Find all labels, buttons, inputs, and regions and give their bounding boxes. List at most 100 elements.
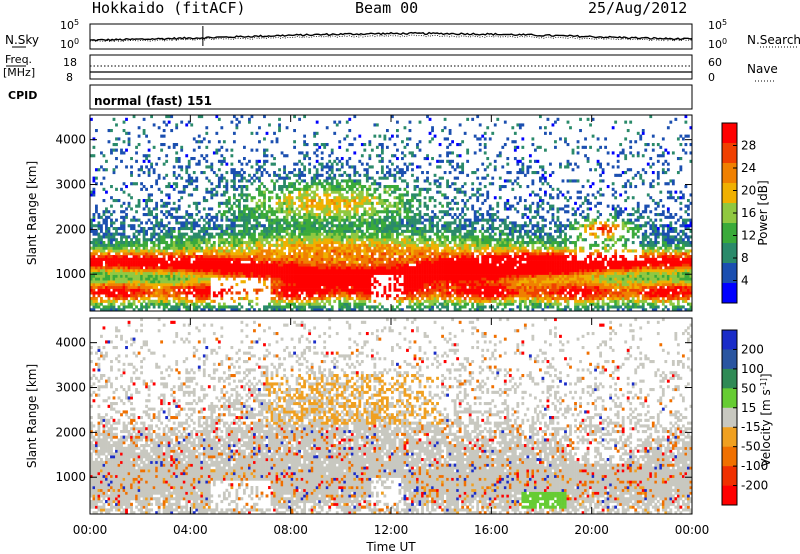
- data-cell: [107, 285, 111, 289]
- data-cell: [368, 249, 372, 253]
- data-cell: [222, 185, 226, 189]
- data-cell: [325, 162, 329, 166]
- data-cell: [375, 257, 379, 261]
- data-cell: [137, 277, 141, 281]
- data-cell: [225, 241, 229, 245]
- data-cell: [358, 283, 362, 287]
- data-cell: [421, 285, 424, 289]
- data-cell: [157, 280, 161, 284]
- data-cell: [353, 291, 357, 295]
- data-cell: [177, 266, 181, 270]
- data-cell: [175, 210, 179, 214]
- data-cell: [210, 246, 214, 250]
- data-cell: [235, 171, 239, 175]
- data-cell: [243, 232, 246, 236]
- data-cell: [117, 280, 121, 284]
- data-cell: [355, 201, 359, 205]
- data-cell: [172, 143, 176, 147]
- data-cell: [423, 274, 427, 278]
- data-cell: [100, 299, 103, 303]
- data-cell: [140, 182, 143, 186]
- data-cell: [245, 269, 249, 273]
- data-cell: [273, 288, 276, 292]
- data-cell: [180, 190, 184, 194]
- data-cell: [360, 238, 364, 242]
- data-cell: [92, 277, 96, 281]
- data-cell: [210, 243, 214, 247]
- data-cell: [235, 238, 239, 242]
- data-cell: [363, 143, 367, 147]
- data-cell: [195, 285, 199, 289]
- data-cell: [237, 257, 241, 261]
- data-cell: [393, 269, 397, 273]
- data-cell: [383, 252, 387, 256]
- data-cell: [197, 291, 201, 295]
- data-cell: [135, 210, 138, 214]
- data-cell: [345, 255, 349, 259]
- data-cell: [370, 176, 374, 180]
- data-cell: [150, 280, 154, 284]
- data-cell: [300, 299, 304, 303]
- data-cell: [298, 263, 301, 267]
- data-cell: [197, 201, 201, 205]
- data-cell: [353, 213, 357, 217]
- data-cell: [222, 271, 226, 275]
- data-cell: [328, 297, 332, 301]
- data-cell: [180, 257, 184, 261]
- data-cell: [135, 238, 138, 242]
- data-cell: [398, 249, 402, 253]
- data-cell: [217, 241, 221, 245]
- data-cell: [413, 227, 417, 231]
- data-cell: [167, 185, 171, 189]
- data-cell: [315, 171, 319, 175]
- data-cell: [398, 201, 402, 205]
- data-cell: [240, 185, 244, 189]
- data-cell: [147, 299, 151, 303]
- data-cell: [192, 179, 196, 183]
- data-cell: [345, 263, 349, 267]
- data-cell: [192, 308, 196, 312]
- data-cell: [275, 285, 279, 289]
- data-cell: [368, 294, 372, 298]
- data-cell: [295, 297, 299, 301]
- data-cell: [165, 291, 169, 295]
- data-cell: [243, 215, 246, 219]
- data-cell: [396, 232, 399, 236]
- data-cell: [313, 182, 317, 186]
- data-cell: [107, 260, 111, 264]
- data-cell: [303, 204, 307, 208]
- data-cell: [155, 266, 159, 270]
- data-cell: [416, 143, 419, 147]
- data-cell: [182, 257, 186, 261]
- data-cell: [92, 263, 96, 267]
- data-cell: [388, 171, 392, 175]
- data-cell: [97, 241, 101, 245]
- data-cell: [325, 224, 329, 228]
- data-cell: [368, 288, 372, 292]
- data-cell: [232, 229, 236, 233]
- data-cell: [340, 157, 344, 161]
- data-cell: [258, 224, 261, 228]
- data-cell: [300, 285, 304, 289]
- data-cell: [310, 255, 314, 259]
- data-cell: [388, 159, 392, 163]
- data-cell: [308, 285, 312, 289]
- data-cell: [335, 182, 339, 186]
- data-cell: [273, 157, 276, 161]
- data-cell: [125, 215, 128, 219]
- data-cell: [250, 299, 254, 303]
- data-cell: [175, 238, 179, 242]
- data-cell: [172, 145, 176, 149]
- data-cell: [365, 285, 369, 289]
- data-cell: [323, 235, 327, 239]
- data-cell: [375, 266, 379, 270]
- data-cell: [232, 227, 236, 231]
- data-cell: [197, 266, 201, 270]
- data-cell: [222, 257, 226, 261]
- data-cell: [308, 235, 312, 239]
- data-cell: [167, 221, 171, 225]
- data-cell: [212, 305, 216, 309]
- data-cell: [190, 302, 194, 306]
- data-cell: [157, 288, 161, 292]
- data-cell: [147, 288, 151, 292]
